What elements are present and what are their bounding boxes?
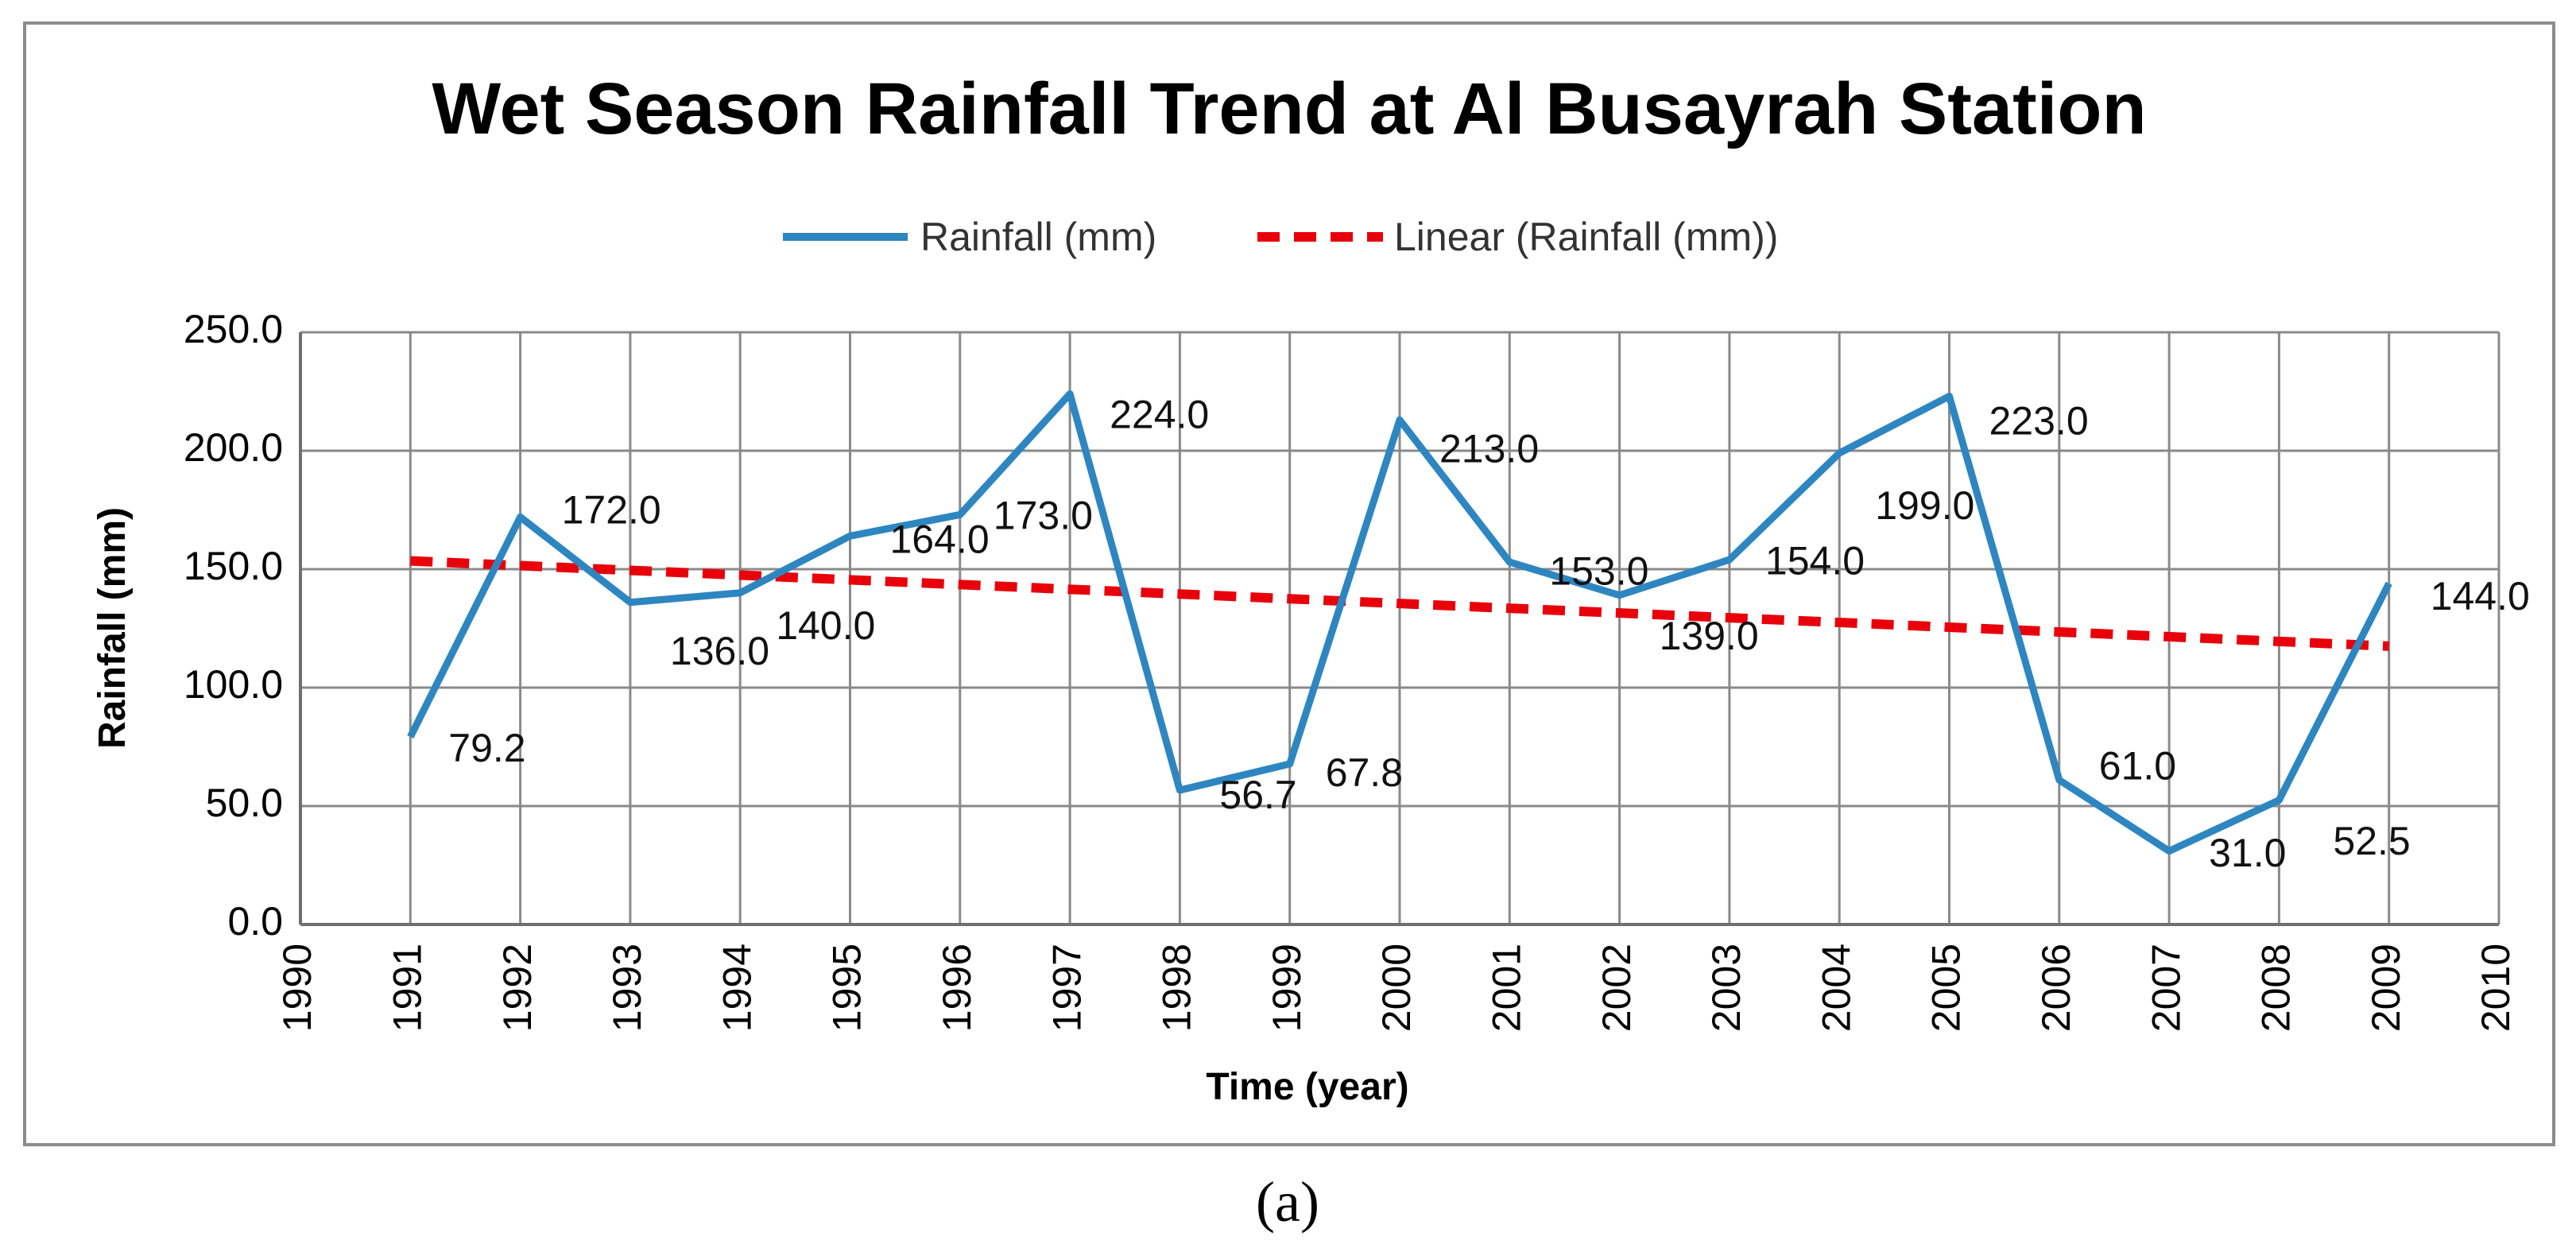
x-tick-label: 2009 [2364, 944, 2408, 1032]
y-tick-label: 100.0 [184, 662, 283, 707]
figure-caption: (a) [1256, 1170, 1319, 1234]
x-tick-label: 2007 [2144, 944, 2188, 1032]
data-label: 31.0 [2209, 831, 2286, 875]
x-tick-label: 2005 [1924, 944, 1969, 1032]
y-tick-label: 250.0 [184, 307, 283, 351]
x-tick-label: 2004 [1814, 944, 1858, 1032]
data-label: 144.0 [2431, 574, 2530, 618]
chart-title: Wet Season Rainfall Trend at Al Busayrah… [432, 68, 2146, 149]
x-tick-label: 1995 [825, 944, 870, 1032]
data-label: 136.0 [670, 629, 769, 673]
x-axis-title: Time (year) [1206, 1066, 1408, 1108]
x-tick-label: 2001 [1485, 944, 1529, 1032]
data-label: 154.0 [1765, 538, 1865, 583]
axes [299, 332, 2499, 926]
x-tick-label: 1997 [1044, 944, 1089, 1032]
data-label: 172.0 [562, 488, 661, 533]
data-label: 67.8 [1326, 750, 1403, 795]
x-tick-label: 1994 [715, 944, 759, 1032]
x-tick-label: 1996 [935, 944, 979, 1032]
trend-line-linear [410, 556, 2389, 651]
x-tick-label: 1998 [1155, 944, 1199, 1032]
y-tick-label: 200.0 [184, 425, 283, 470]
y-axis-title: Rainfall (mm) [91, 507, 134, 749]
legend-label-rainfall: Rainfall (mm) [920, 215, 1156, 259]
y-tick-label: 0.0 [227, 899, 283, 944]
data-label: 140.0 [776, 603, 875, 648]
data-label: 52.5 [2333, 819, 2410, 863]
y-tick-label: 150.0 [184, 544, 283, 588]
x-tick-label: 2008 [2254, 944, 2299, 1032]
data-label: 213.0 [1439, 426, 1539, 471]
x-tick-label: 2003 [1704, 944, 1749, 1032]
data-label: 199.0 [1875, 483, 1974, 528]
legend: Rainfall (mm) Linear (Rainfall (mm)) [783, 215, 1778, 259]
data-label: 164.0 [890, 517, 990, 561]
x-tick-label: 2010 [2473, 944, 2518, 1032]
y-tick-label: 50.0 [206, 781, 283, 825]
x-tick-label: 1991 [385, 944, 430, 1032]
x-tick-label: 2006 [2034, 944, 2078, 1032]
data-label: 153.0 [1549, 548, 1648, 593]
x-tick-label: 1999 [1265, 944, 1309, 1032]
x-tick-label: 1990 [275, 944, 320, 1032]
data-label: 224.0 [1110, 393, 1209, 437]
x-tick-label: 2000 [1374, 944, 1419, 1032]
x-tick-label: 1992 [495, 944, 540, 1032]
series-lines [407, 390, 2392, 855]
x-tick-label: 1993 [605, 944, 649, 1032]
data-label: 56.7 [1219, 773, 1296, 817]
x-tick-label: 2002 [1594, 944, 1639, 1032]
data-label: 139.0 [1660, 614, 1759, 658]
data-label: 173.0 [994, 494, 1093, 538]
tick-labels: 1990 1991 1992 1993 1994 1995 1996 1997 1998 1999… [184, 307, 2518, 1032]
data-label: 61.0 [2099, 743, 2176, 788]
series-line-rainfall [407, 390, 2392, 855]
data-label: 79.2 [448, 726, 525, 770]
data-label: 223.0 [1989, 399, 2089, 444]
legend-label-linear-trend: Linear (Rainfall (mm)) [1394, 215, 1778, 259]
